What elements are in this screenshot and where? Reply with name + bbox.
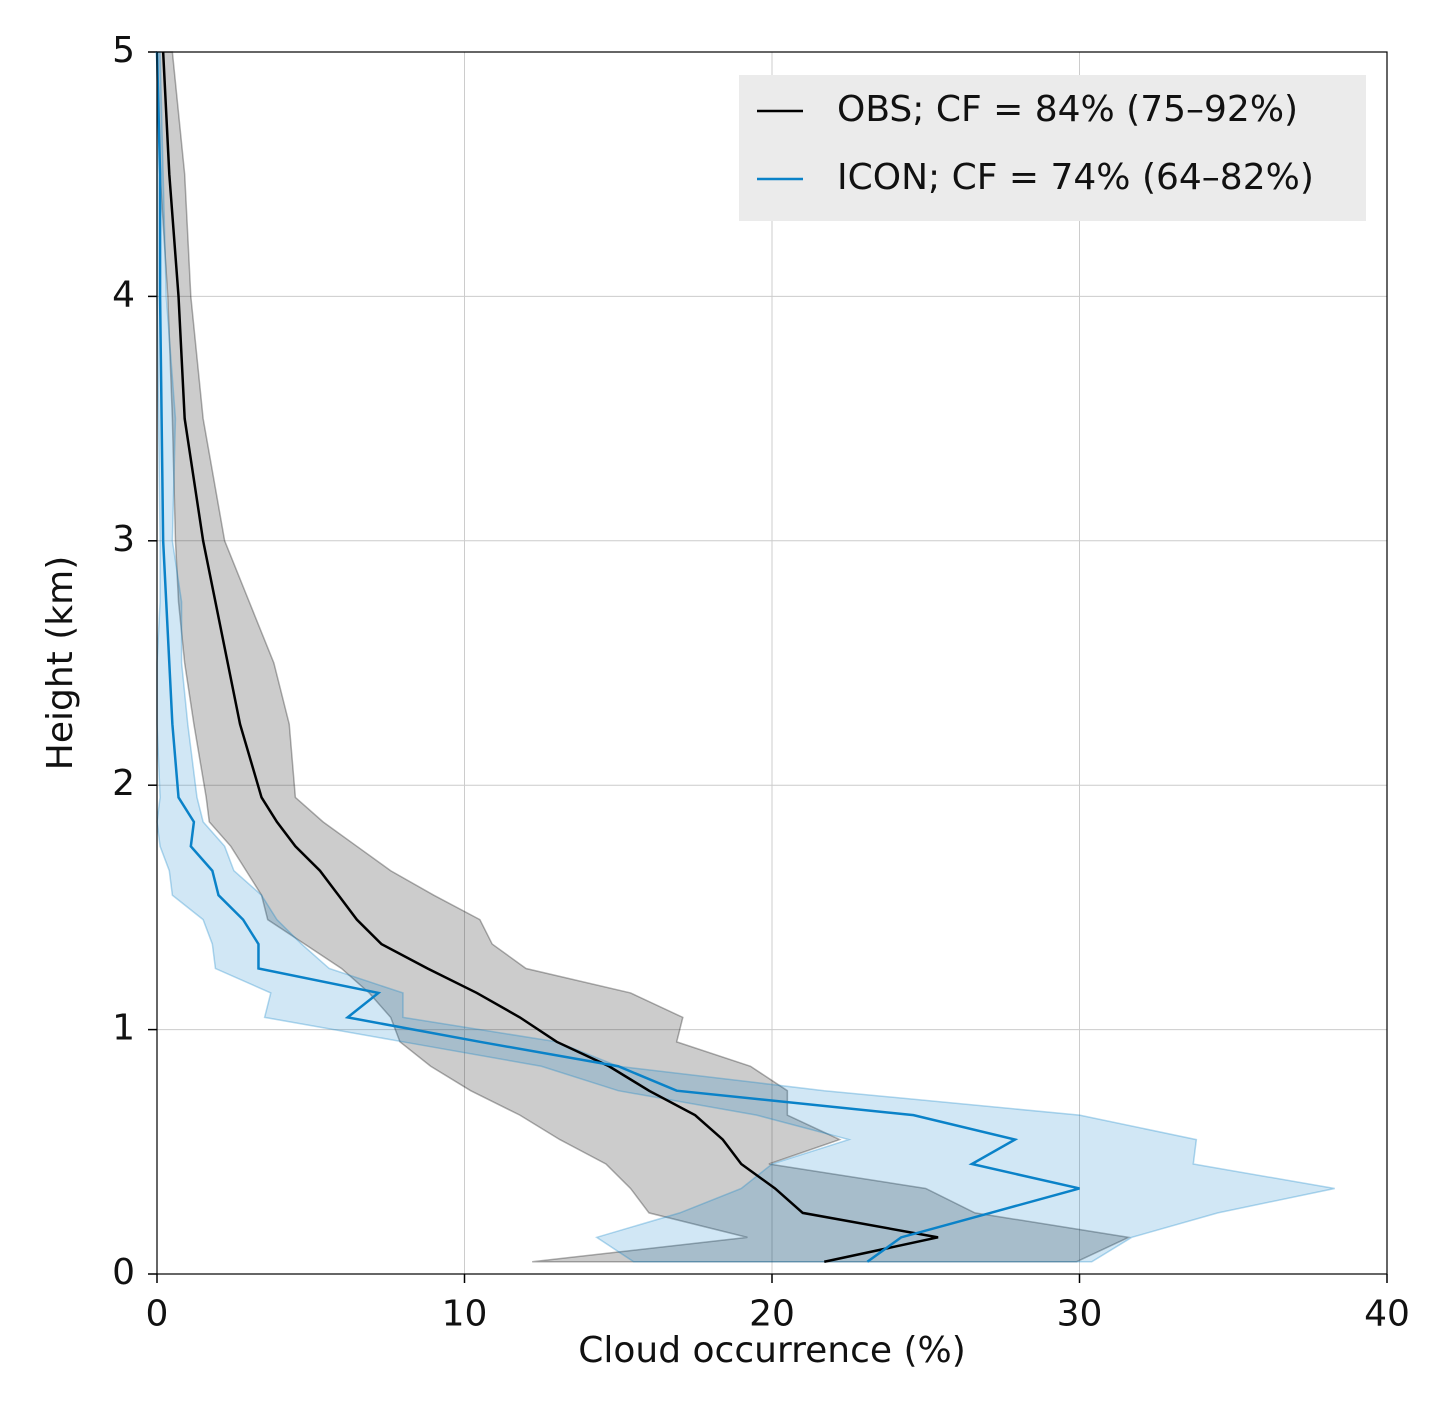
legend-box [739,75,1366,221]
legend-label: ICON; CF = 74% (64–82%) [837,157,1314,198]
x-tick-label: 0 [146,1294,169,1335]
plot-frame [156,51,1388,1275]
x-axis-label: Cloud occurrence (%) [578,1330,966,1371]
y-tick-label: 4 [112,274,135,315]
x-tick-label: 20 [749,1294,795,1335]
y-tick-label: 5 [112,30,135,71]
y-tick-label: 3 [112,519,135,560]
y-axis-label: Height (km) [40,556,81,770]
profile-line [161,51,939,1264]
legend-label: OBS; CF = 84% (75–92%) [837,89,1298,130]
y-tick-label: 1 [112,1008,135,1049]
x-tick-label: 30 [1057,1294,1103,1335]
x-tick-label: 40 [1364,1294,1410,1335]
x-tick-label: 10 [442,1294,488,1335]
profile-line [155,51,1080,1263]
y-tick-label: 2 [112,763,135,804]
y-tick-label: 0 [112,1252,135,1293]
